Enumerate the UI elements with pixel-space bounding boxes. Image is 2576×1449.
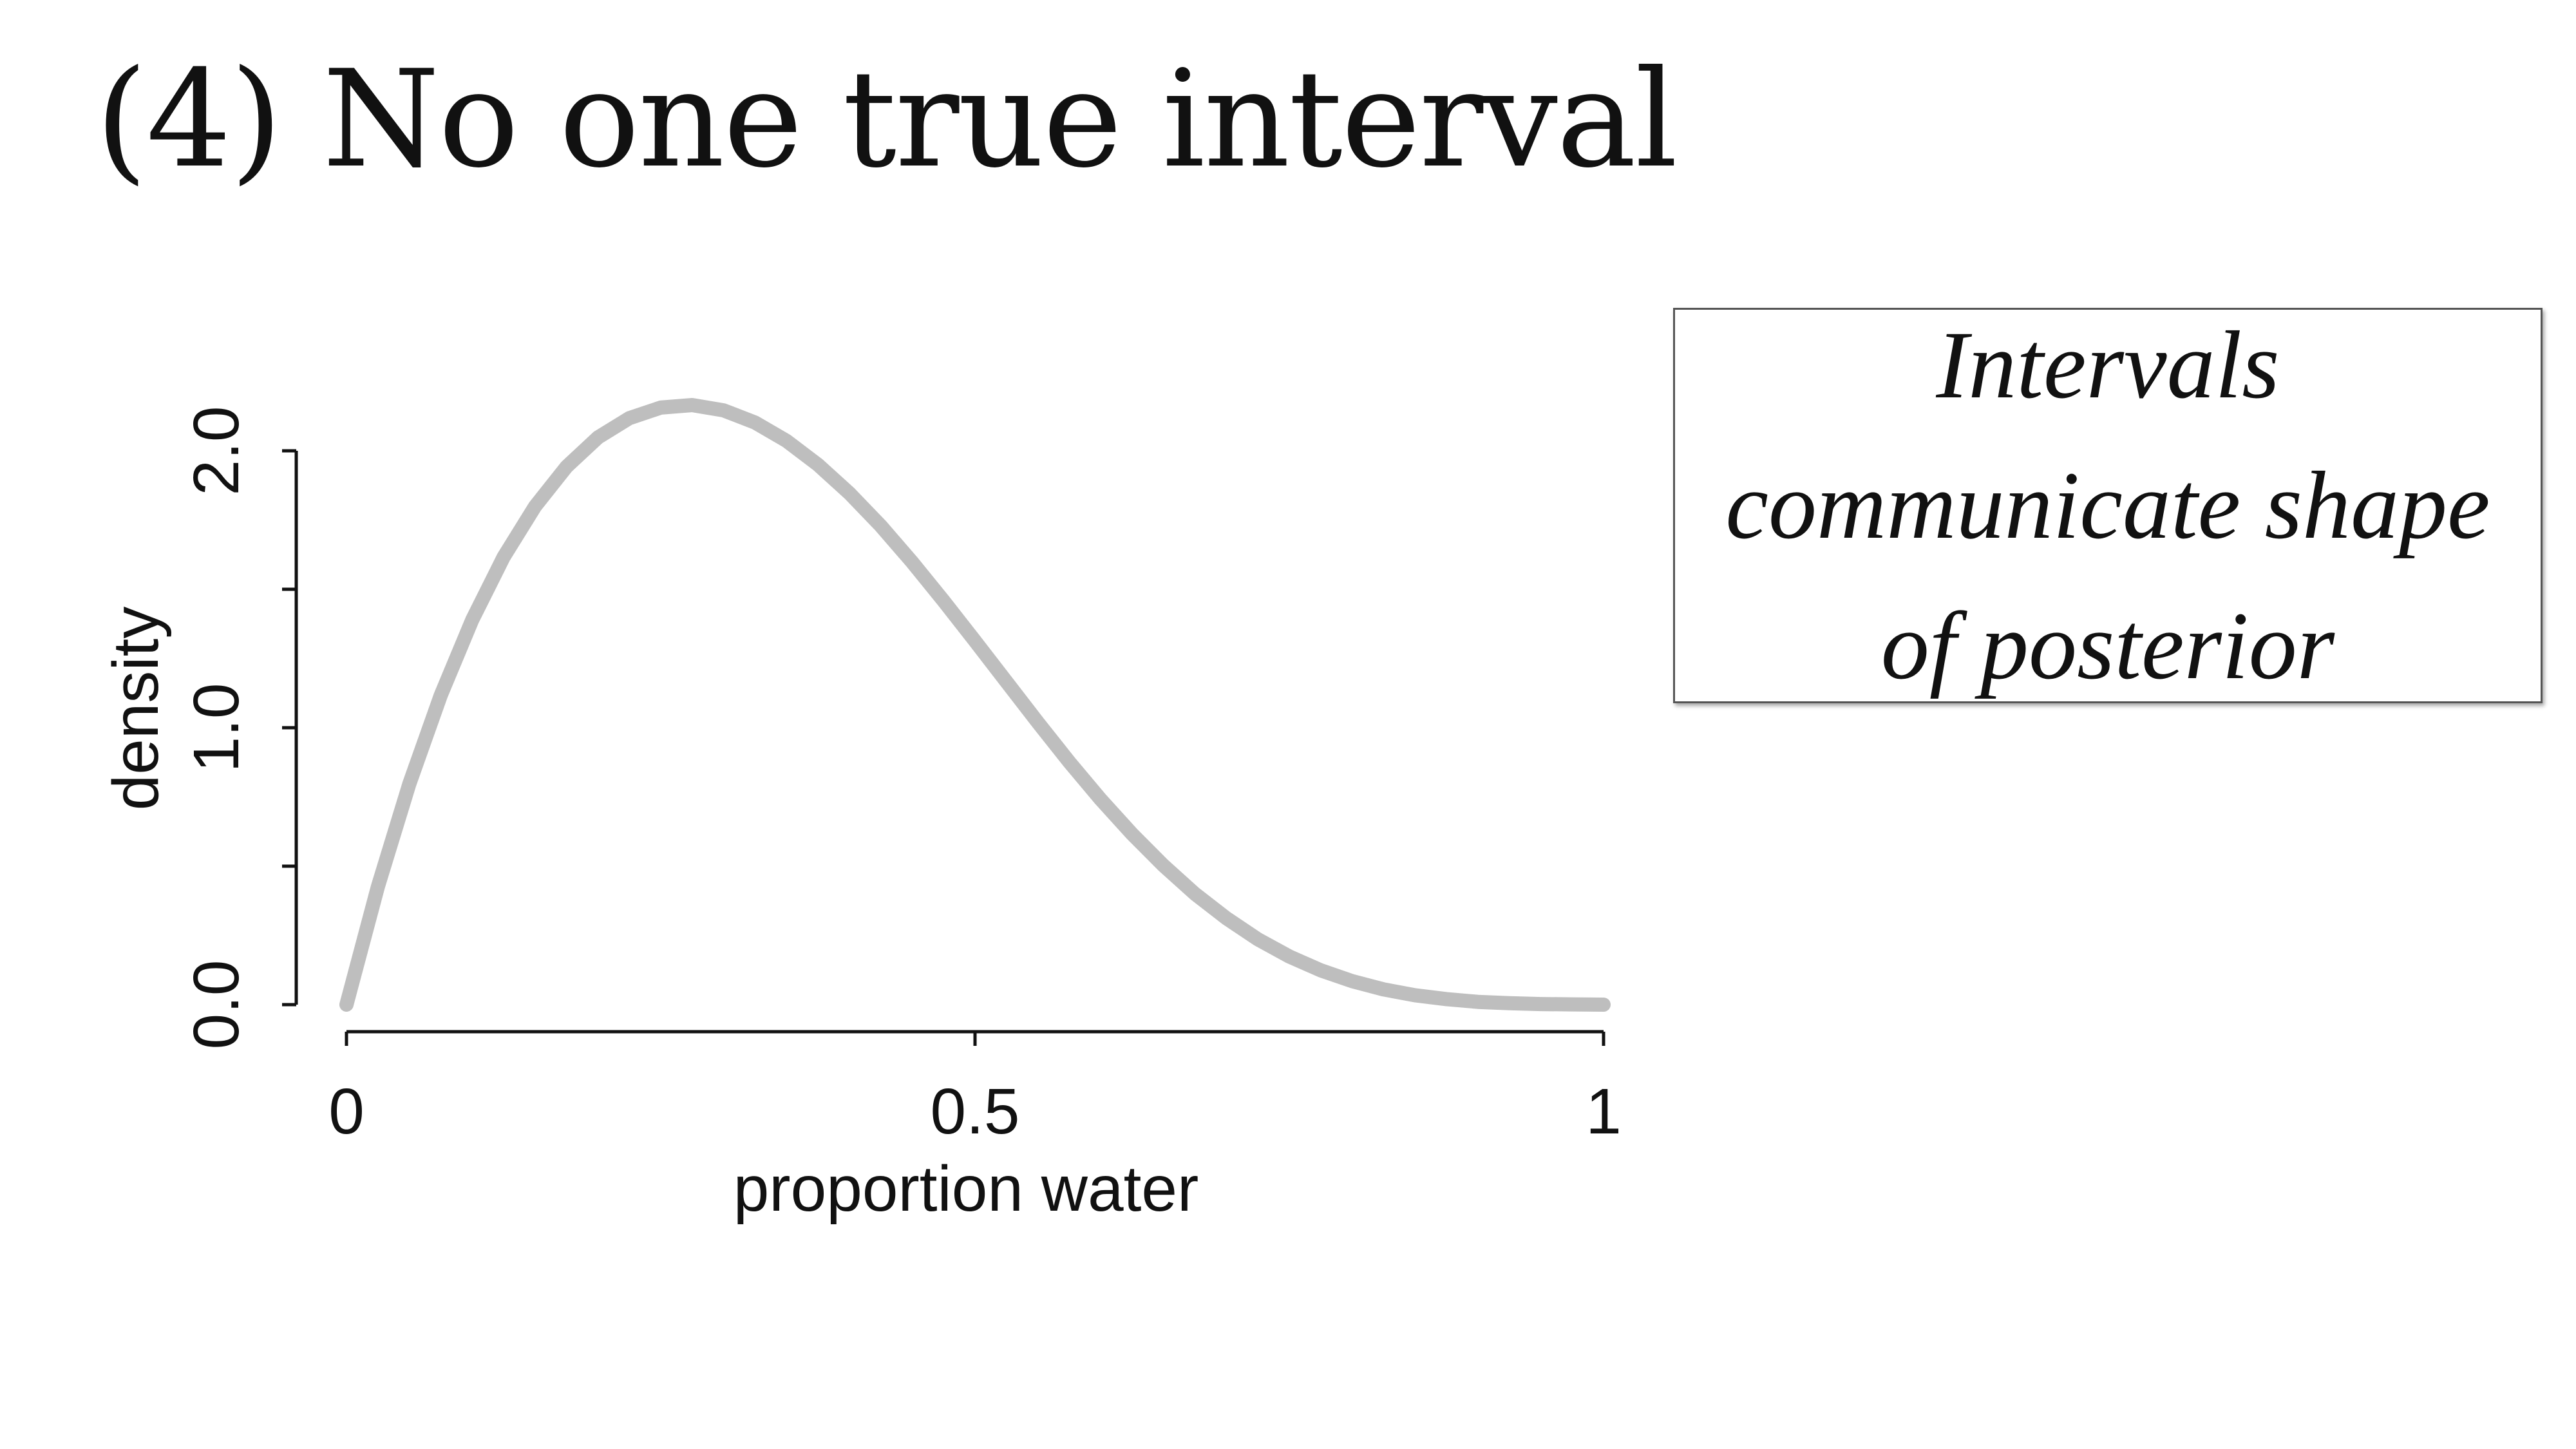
y-ticks: 0.0 1.0 2.0 xyxy=(180,406,296,1050)
slide-title: (4) No one true interval xyxy=(95,42,1678,198)
y-tick-label: 2.0 xyxy=(180,406,252,495)
x-axis-label: proportion water xyxy=(734,1153,1199,1225)
x-tick-label: 0.5 xyxy=(930,1075,1019,1148)
y-tick-label: 0.0 xyxy=(180,960,252,1049)
note-box: Intervals communicate shape of posterior xyxy=(1673,308,2543,703)
x-ticks: 0 0.5 1 xyxy=(328,1032,1622,1148)
chart-axes xyxy=(294,451,1604,1034)
density-curve xyxy=(339,398,1611,1012)
y-tick-label: 1.0 xyxy=(180,683,252,772)
x-tick-label: 1 xyxy=(1586,1075,1622,1148)
density-chart: 0.01.02.0 0 0.5 1 proportion water density xyxy=(100,398,1622,1225)
note-line-3: of posterior xyxy=(1880,592,2335,699)
note-line-1: Intervals xyxy=(1936,312,2280,419)
x-tick-label: 0 xyxy=(328,1075,365,1148)
y-axis-label: density xyxy=(100,607,172,811)
note-line-2: communicate shape xyxy=(1725,452,2490,559)
